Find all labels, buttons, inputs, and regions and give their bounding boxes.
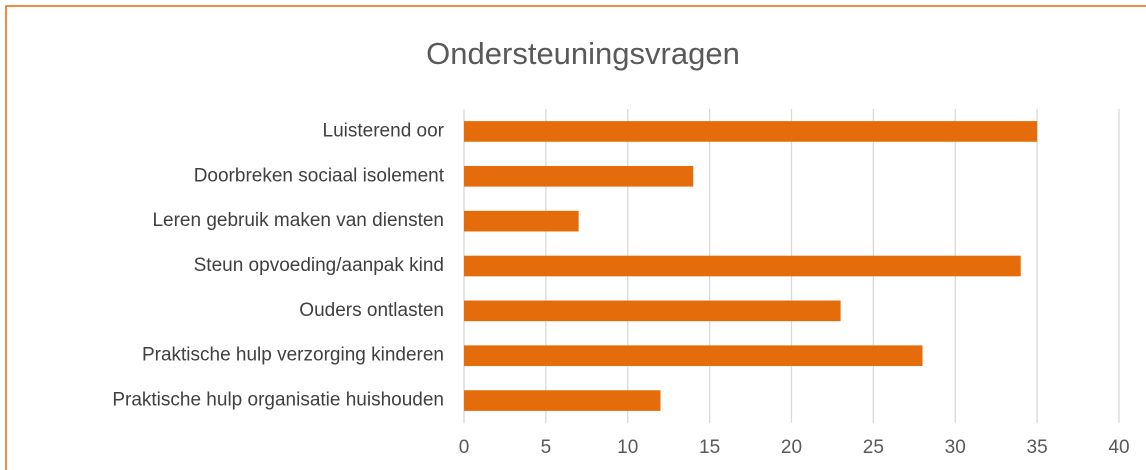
bar <box>464 121 1038 142</box>
x-tick-label: 5 <box>541 437 552 458</box>
x-tick-label: 40 <box>1108 437 1129 458</box>
y-tick-label: Steun opvoeding/aanpak kind <box>194 255 444 276</box>
y-tick-label: Ouders ontlasten <box>299 300 444 321</box>
bar <box>464 345 923 367</box>
y-tick-label: Praktische hulp verzorging kinderen <box>142 345 444 366</box>
bar <box>464 390 661 411</box>
x-tick-label: 25 <box>863 437 884 458</box>
x-tick-label: 30 <box>945 437 966 458</box>
bar <box>464 165 694 187</box>
x-tick-label: 35 <box>1027 437 1048 458</box>
chart-title: Ondersteuningsvragen <box>426 36 740 71</box>
x-tick-label: 15 <box>699 437 720 458</box>
x-tick-label: 10 <box>617 437 638 458</box>
bar <box>464 300 841 322</box>
y-tick-label: Leren gebruik maken van diensten <box>152 210 444 231</box>
y-tick-label: Doorbreken sociaal isolement <box>194 165 445 186</box>
x-tick-label: 0 <box>459 437 470 458</box>
bar <box>464 210 579 232</box>
bar <box>464 255 1021 277</box>
y-tick-label: Luisterend oor <box>323 120 445 141</box>
x-tick-label: 20 <box>781 437 802 458</box>
y-tick-label: Praktische hulp organisatie huishouden <box>112 390 444 411</box>
